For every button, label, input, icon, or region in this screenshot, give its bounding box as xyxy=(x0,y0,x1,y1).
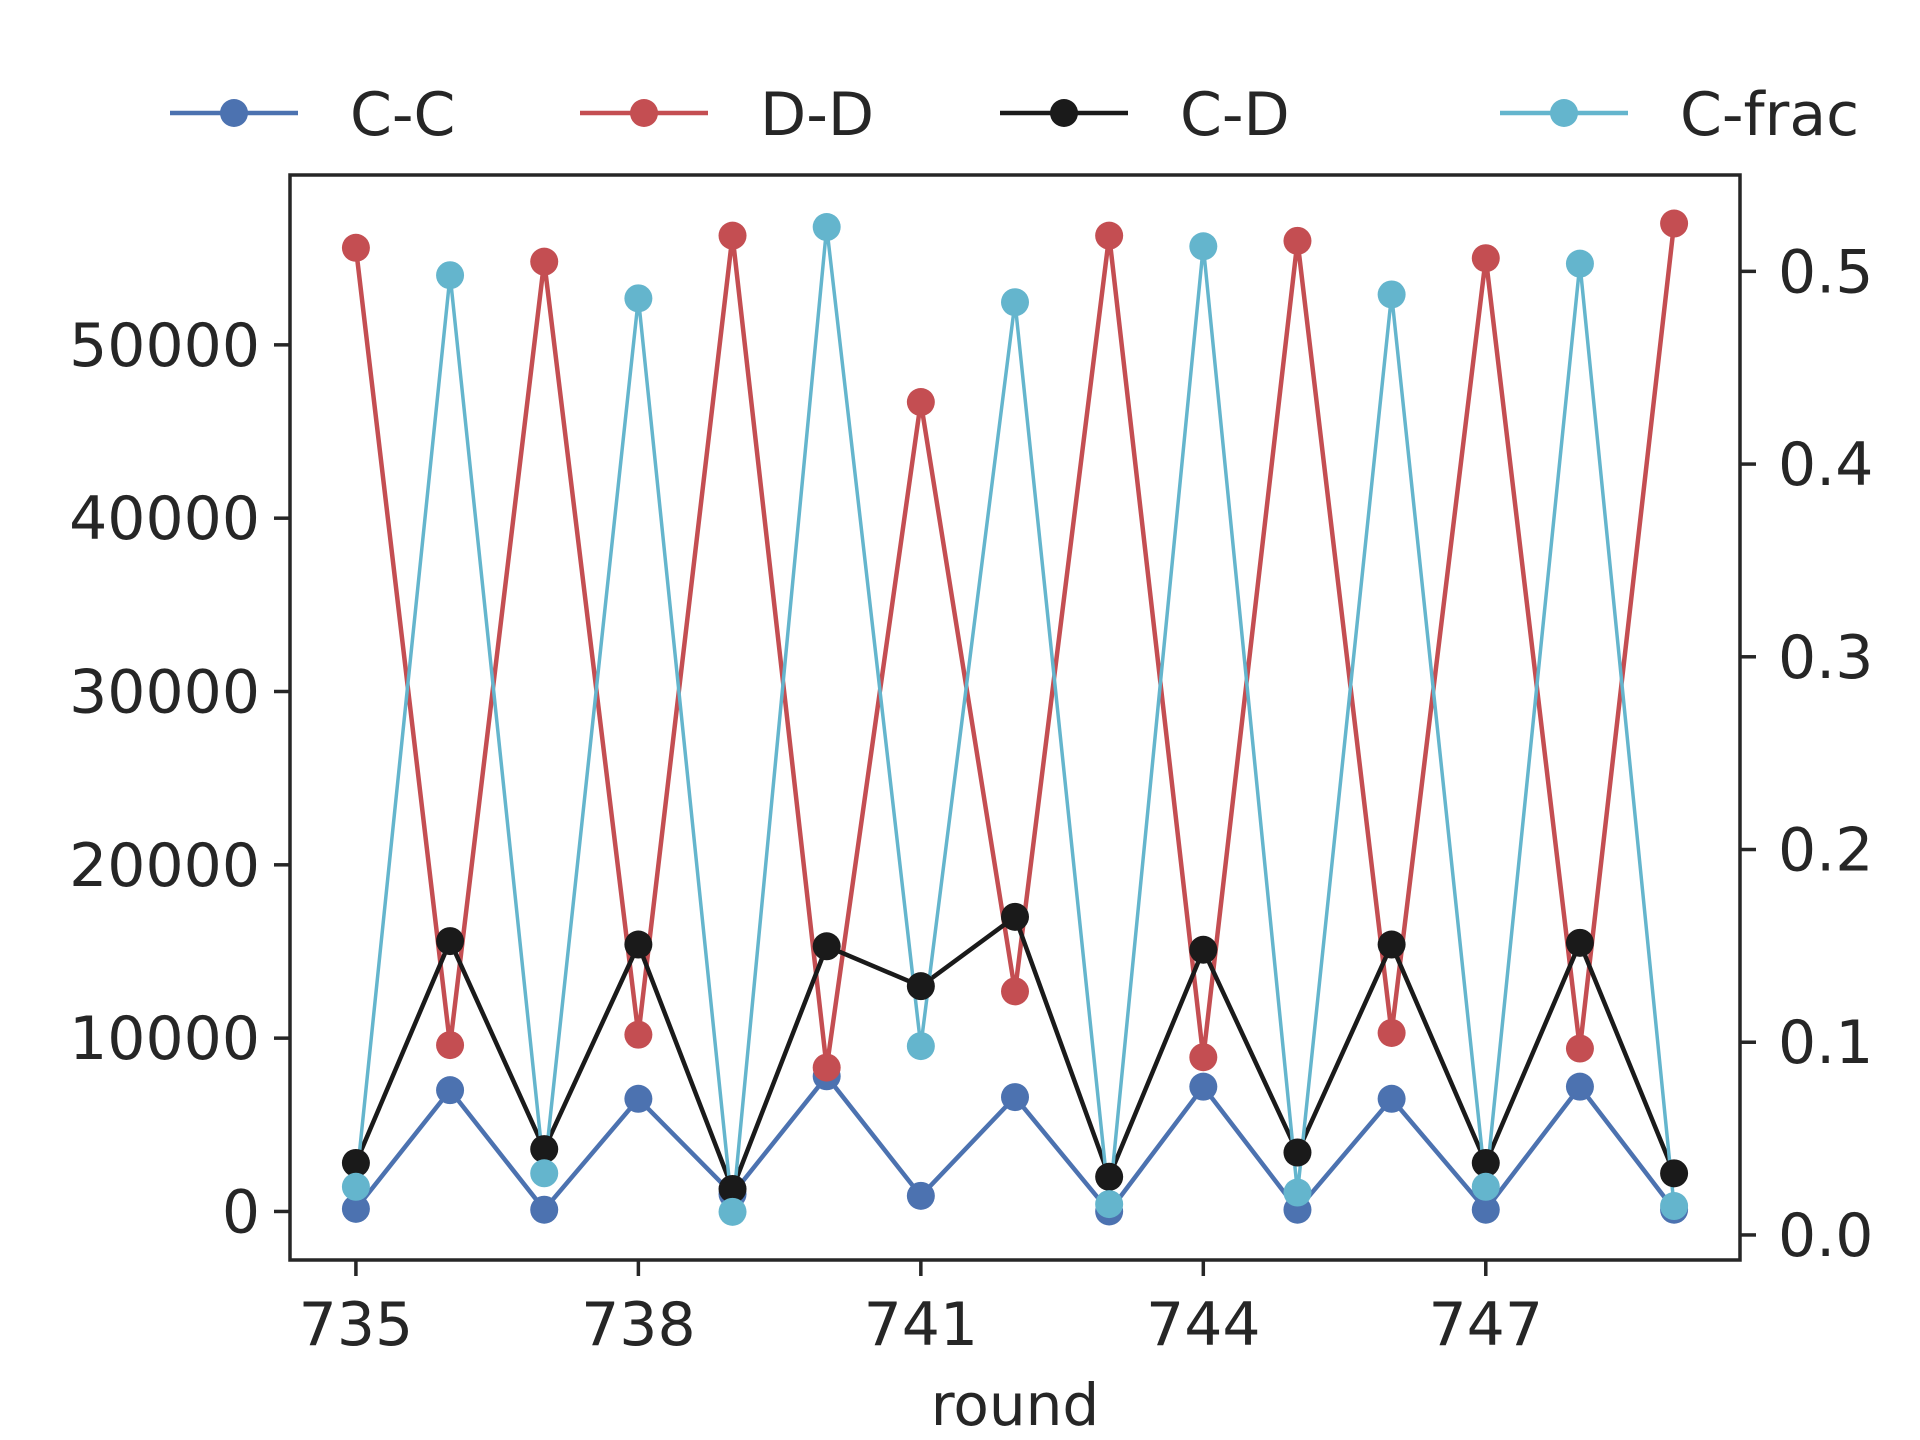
data-point-c-c xyxy=(530,1195,559,1224)
data-point-c-d xyxy=(436,927,465,956)
plot-frame xyxy=(288,173,1742,1262)
legend: C-C D-D C-D C-frac xyxy=(170,80,1859,150)
data-point-d-d xyxy=(1283,226,1312,255)
legend-label: C-frac xyxy=(1680,80,1859,150)
left-y-tick-label: 40000 xyxy=(69,484,260,554)
data-point-d-d xyxy=(624,1020,653,1049)
left-y-tick-label: 0 xyxy=(222,1177,260,1247)
left-y-tick-label: 10000 xyxy=(69,1004,260,1074)
data-point-c-frac xyxy=(436,261,465,290)
data-point-d-d xyxy=(812,1053,841,1082)
data-point-c-frac xyxy=(1660,1192,1689,1221)
legend-marker xyxy=(1550,99,1578,127)
data-point-d-d xyxy=(1377,1018,1406,1047)
data-point-c-frac xyxy=(1189,232,1218,261)
x-tick-label: 744 xyxy=(1146,1290,1261,1360)
data-point-d-d xyxy=(1095,221,1124,250)
right-y-tick-label: 0.1 xyxy=(1778,1008,1873,1078)
series-points xyxy=(341,209,1689,1226)
data-point-c-d xyxy=(812,932,841,961)
data-point-d-d xyxy=(1001,977,1029,1006)
data-point-c-d xyxy=(1565,928,1594,957)
right-y-tick-label: 0.5 xyxy=(1778,237,1873,307)
data-point-c-frac xyxy=(624,284,653,313)
data-point-c-c xyxy=(1471,1195,1500,1224)
data-point-c-frac xyxy=(718,1197,747,1226)
data-point-c-d xyxy=(906,972,935,1001)
legend-entry-c-c: C-C xyxy=(170,80,455,150)
data-point-c-frac xyxy=(1565,249,1594,278)
x-tick-label: 747 xyxy=(1429,1290,1544,1360)
data-point-d-d xyxy=(436,1031,465,1060)
data-point-d-d xyxy=(718,221,747,250)
data-point-c-d xyxy=(624,930,653,959)
series-lines xyxy=(353,223,1677,1214)
legend-marker xyxy=(220,99,248,127)
data-point-c-frac xyxy=(906,1032,935,1061)
data-point-c-c xyxy=(341,1194,370,1223)
data-point-c-frac xyxy=(1001,288,1029,317)
legend-label: C-D xyxy=(1180,80,1290,150)
left-y-tick-label: 20000 xyxy=(69,831,260,901)
data-point-c-c xyxy=(436,1076,465,1105)
data-point-c-c xyxy=(1565,1072,1594,1101)
x-axis: 735 738 741 744 747 xyxy=(299,1260,1543,1360)
x-tick-label: 738 xyxy=(581,1290,696,1360)
data-point-c-frac xyxy=(1283,1178,1312,1207)
data-point-c-frac xyxy=(812,213,841,242)
data-point-c-d xyxy=(1377,930,1406,959)
data-point-d-d xyxy=(1660,209,1689,238)
legend-marker xyxy=(1050,99,1078,127)
left-y-axis: 0 10000 20000 30000 40000 50000 xyxy=(69,311,290,1247)
data-point-d-d xyxy=(1189,1043,1218,1072)
data-point-c-d xyxy=(1471,1148,1500,1177)
legend-label: D-D xyxy=(760,80,874,150)
x-axis-label: round xyxy=(931,1371,1099,1439)
right-y-tick-label: 0.2 xyxy=(1778,816,1873,886)
data-point-c-d xyxy=(341,1148,370,1177)
data-point-c-c xyxy=(1377,1084,1406,1113)
right-y-tick-label: 0.0 xyxy=(1778,1201,1873,1271)
legend-marker xyxy=(630,99,658,127)
data-point-c-frac xyxy=(530,1159,559,1188)
legend-entry-d-d: D-D xyxy=(580,80,874,150)
series-line-c-frac xyxy=(354,225,1676,1214)
data-point-c-d xyxy=(1660,1159,1689,1188)
data-point-c-frac xyxy=(1095,1190,1124,1219)
right-y-axis: 0.0 0.1 0.2 0.3 0.4 0.5 xyxy=(1740,237,1873,1271)
left-y-tick-label: 30000 xyxy=(69,658,260,728)
x-tick-label: 741 xyxy=(864,1290,979,1360)
right-y-tick-label: 0.4 xyxy=(1778,430,1873,500)
x-tick-label: 735 xyxy=(299,1290,414,1360)
data-point-d-d xyxy=(530,247,559,276)
data-point-c-c xyxy=(906,1181,935,1210)
data-point-c-d xyxy=(1095,1162,1124,1191)
data-point-c-d xyxy=(530,1135,559,1164)
data-point-c-d xyxy=(1189,935,1218,964)
legend-entry-c-frac: C-frac xyxy=(1500,80,1859,150)
data-point-d-d xyxy=(1565,1034,1594,1063)
data-point-d-d xyxy=(1471,244,1500,273)
data-point-c-c xyxy=(1001,1083,1029,1112)
series-line-d-d xyxy=(353,223,1677,1070)
data-point-c-frac xyxy=(341,1172,370,1201)
data-point-c-c xyxy=(624,1084,653,1113)
data-point-c-d xyxy=(718,1174,747,1203)
data-point-d-d xyxy=(906,388,935,417)
legend-entry-c-d: C-D xyxy=(1000,80,1290,150)
data-point-c-frac xyxy=(1377,280,1406,309)
data-point-c-frac xyxy=(1471,1172,1500,1201)
data-point-d-d xyxy=(341,233,370,262)
data-point-c-d xyxy=(1283,1138,1312,1167)
left-y-tick-label: 50000 xyxy=(69,311,260,381)
right-y-tick-label: 0.3 xyxy=(1778,623,1873,693)
data-point-c-c xyxy=(1189,1072,1218,1101)
data-point-c-d xyxy=(1001,902,1029,931)
legend-label: C-C xyxy=(350,80,455,150)
